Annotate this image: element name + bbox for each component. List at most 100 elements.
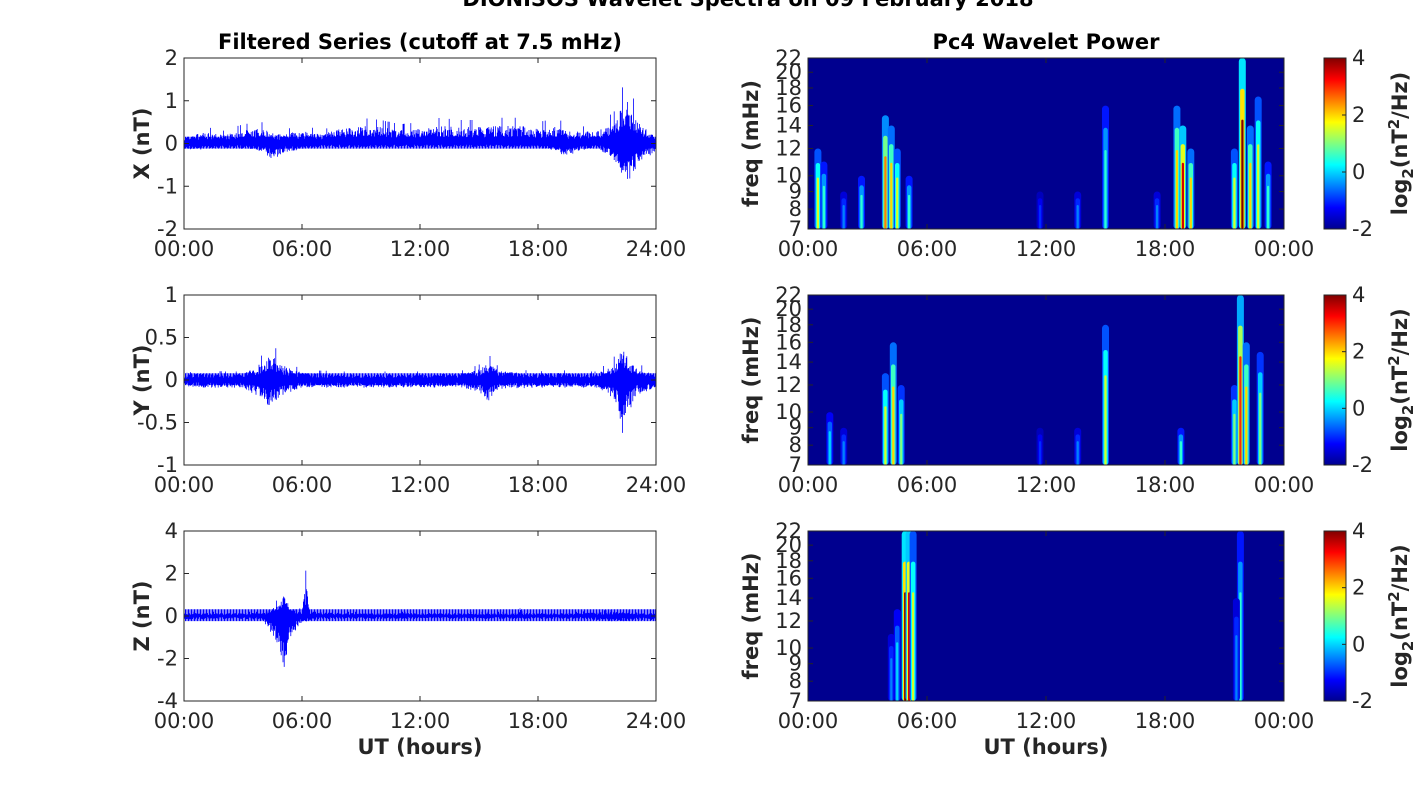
y-tick-label: 0 — [165, 132, 178, 156]
y-tick-label: 20 — [775, 533, 802, 557]
plot-area — [808, 531, 1284, 701]
colorbar-tick-label: 4 — [1352, 283, 1365, 307]
burst-3 — [892, 386, 895, 465]
colorbar-label: log2(nT2/Hz) — [1385, 544, 1417, 688]
burst-5 — [1039, 441, 1042, 465]
y-tick-label: 10 — [775, 400, 802, 424]
burst-6 — [896, 177, 899, 229]
panel-title: Filtered Series (cutoff at 7.5 mHz) — [218, 30, 622, 54]
plot-area — [808, 58, 1284, 229]
burst-9 — [1233, 413, 1236, 465]
colorbar-label: log2(nT2/Hz) — [1385, 72, 1417, 216]
y-tick-label: -1 — [157, 453, 178, 477]
y-tick-label: -2 — [157, 647, 178, 671]
x-tick-label: 12:00 — [390, 473, 451, 497]
x-tick-label: 06:00 — [272, 709, 333, 733]
y-tick-label: 8 — [789, 433, 802, 457]
y-tick-label: 1 — [165, 89, 178, 113]
burst-4 — [912, 592, 915, 701]
burst-8 — [1039, 205, 1042, 229]
burst-0 — [828, 431, 831, 465]
burst-4 — [900, 413, 903, 465]
y-tick-label: 4 — [165, 519, 178, 543]
x-axis-label: UT (hours) — [357, 735, 482, 759]
burst-6 — [1235, 635, 1238, 701]
burst-16 — [1241, 119, 1244, 229]
colorbar-frame — [1323, 294, 1347, 466]
y-tick-label: 18 — [775, 313, 802, 337]
plot-marks — [814, 58, 1272, 229]
burst-8 — [1179, 441, 1182, 465]
burst-4 — [884, 156, 887, 229]
burst-2 — [842, 205, 845, 229]
x-tick-label: 06:00 — [897, 473, 958, 497]
burst-10 — [1239, 356, 1242, 465]
y-tick-label: 12 — [775, 137, 802, 161]
y-tick-label: 18 — [775, 549, 802, 573]
burst-9 — [1076, 205, 1079, 229]
colorbar: 4 2 0 -2 log2(nT2/Hz) — [1323, 283, 1417, 477]
y-tick-label: 2 — [165, 46, 178, 70]
y-tick-label: -0.5 — [137, 411, 178, 435]
x-tick-label: 18:00 — [1135, 709, 1196, 733]
colorbar-tick-label: 0 — [1352, 396, 1365, 420]
x-tick-label: 18:00 — [1135, 473, 1196, 497]
colorbar-tick-label: 4 — [1352, 519, 1365, 543]
burst-18 — [1257, 144, 1260, 229]
y-tick-label: 1 — [165, 283, 178, 307]
colorbar-tick-label: 2 — [1352, 103, 1365, 127]
y-axis-label: Y (nT) — [130, 345, 154, 417]
colorbar-frame — [1323, 57, 1347, 230]
y-tick-label: 20 — [775, 60, 802, 84]
x-tick-label: 00:00 — [1254, 709, 1315, 733]
panel-filtered-z: 00:00 06:00 12:00 18:00 24:00 4 2 0 -2 -4 Z (nT) UT… — [130, 519, 686, 759]
x-tick-label: 06:00 — [897, 237, 958, 261]
colorbar-tick-label: -2 — [1352, 217, 1373, 241]
y-axis-label: Z (nT) — [130, 580, 154, 651]
y-tick-label: -1 — [157, 174, 178, 198]
burst-19 — [1267, 185, 1270, 229]
x-tick-label: 06:00 — [272, 237, 333, 261]
colorbar: 4 2 0 -2 log2(nT2/Hz) — [1323, 46, 1417, 241]
x-tick-label: 12:00 — [1016, 473, 1077, 497]
y-tick-label: 16 — [775, 94, 802, 118]
x-tick-label: 06:00 — [272, 473, 333, 497]
plot-marks — [184, 570, 656, 667]
burst-6 — [1076, 441, 1079, 465]
figure-title: DIONISOS Wavelet Spectra on 09 February … — [462, 0, 1033, 11]
panel-filtered-y: 00:00 06:00 12:00 18:00 24:00 1 0.5 0 -0.5 -1 Y (n… — [130, 283, 686, 497]
y-tick-label: -2 — [157, 217, 178, 241]
plot-area — [808, 295, 1284, 465]
y-tick-label: 22 — [775, 519, 802, 543]
colorbar-tick-label: 2 — [1352, 340, 1365, 364]
burst-11 — [1245, 386, 1248, 465]
burst-14 — [1189, 177, 1192, 229]
y-tick-label: 18 — [775, 76, 802, 100]
colorbar-tick-label: -2 — [1352, 453, 1373, 477]
y-tick-label: 9 — [789, 652, 802, 676]
y-tick-label: 8 — [789, 197, 802, 221]
y-axis-label: freq (mHz) — [739, 553, 763, 680]
y-tick-label: 22 — [775, 283, 802, 307]
trace-core — [184, 373, 656, 386]
x-tick-label: 00:00 — [1254, 237, 1315, 261]
y-axis-label: X (nT) — [130, 108, 154, 180]
y-tick-label: 10 — [775, 164, 802, 188]
x-tick-label: 00:00 — [778, 473, 839, 497]
colorbar-gradient — [1324, 295, 1346, 465]
y-axis-label: freq (mHz) — [739, 317, 763, 444]
y-tick-label: 20 — [775, 297, 802, 321]
y-tick-label: 14 — [775, 113, 802, 137]
y-axis-label: freq (mHz) — [739, 80, 763, 207]
x-tick-label: 24:00 — [626, 473, 687, 497]
plot-marks — [184, 348, 656, 433]
plot-marks — [887, 531, 1244, 701]
x-tick-label: 00:00 — [154, 709, 215, 733]
colorbar-frame — [1323, 530, 1347, 702]
y-tick-label: 0 — [165, 604, 178, 628]
y-tick-label: 14 — [775, 350, 802, 374]
x-tick-label: 06:00 — [897, 709, 958, 733]
panel-title: Pc4 Wavelet Power — [933, 30, 1161, 54]
